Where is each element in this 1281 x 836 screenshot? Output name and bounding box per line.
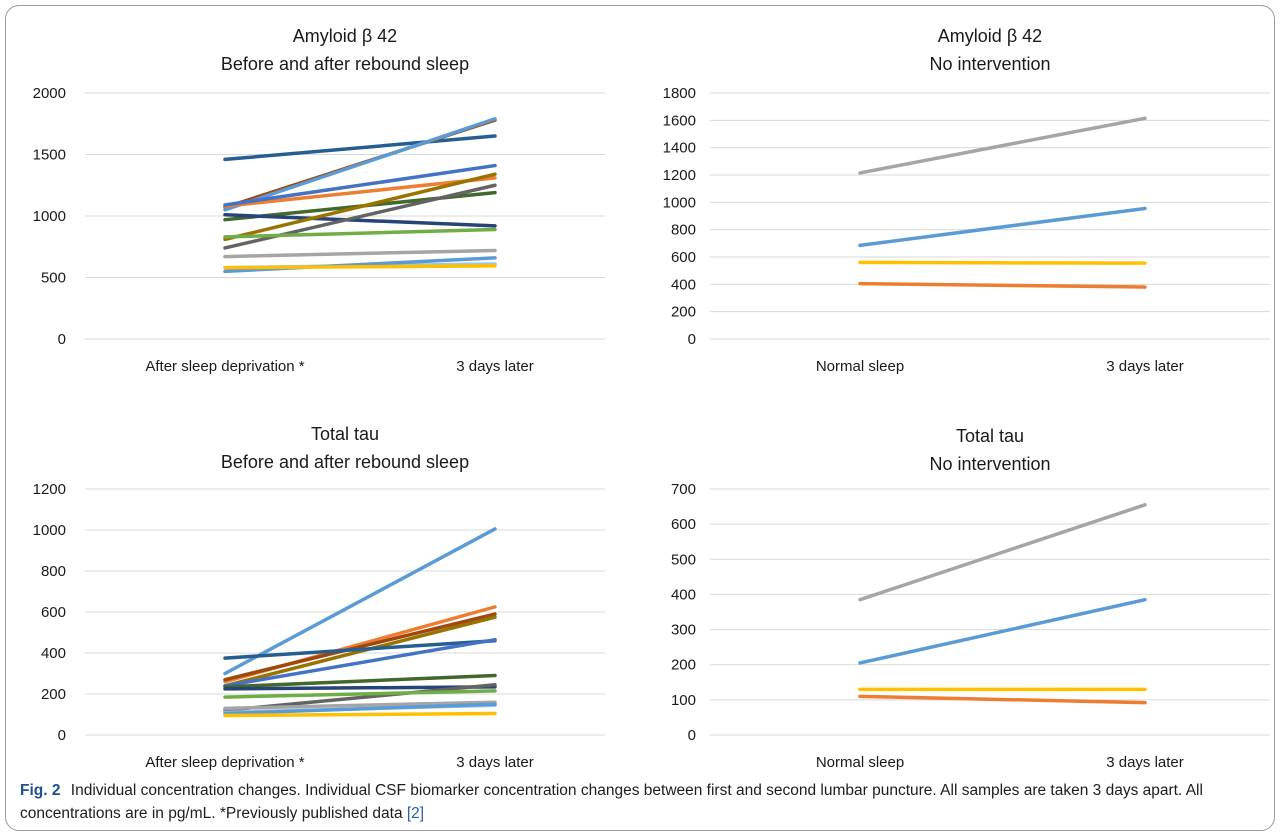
y-tick-label: 500 (41, 270, 66, 287)
y-tick-label: 1600 (663, 112, 696, 129)
series-line (223, 227, 497, 239)
chart-title: Total tau (311, 424, 379, 444)
x-category-label: 3 days later (1106, 754, 1184, 771)
chart-amyloid-no-intervention: Amyloid β 42 No intervention 0 200 400 600 800… (663, 26, 1270, 375)
y-tick-label: 100 (671, 692, 696, 709)
series-line (223, 163, 497, 207)
series-line (223, 700, 497, 711)
series-line (223, 673, 497, 689)
figure-label: Fig. 2 (20, 782, 61, 799)
y-tick-label: 1400 (663, 140, 696, 157)
series-line (223, 172, 497, 242)
y-tick-label: 200 (41, 686, 66, 703)
y-tick-label: 300 (671, 622, 696, 639)
series-line (858, 503, 1147, 602)
series-line (858, 116, 1147, 175)
chart-subtitle: No intervention (929, 54, 1050, 74)
series-line (223, 183, 497, 250)
chart-subtitle: Before and after rebound sleep (221, 54, 469, 74)
x-category-label: 3 days later (456, 358, 534, 375)
x-category-label: After sleep deprivation * (145, 358, 304, 375)
y-tick-label: 400 (671, 276, 696, 293)
y-tick-label: 600 (671, 516, 696, 533)
x-category-label: 3 days later (1106, 358, 1184, 375)
y-tick-label: 1000 (663, 194, 696, 211)
caption-text: Individual concentration changes. Indivi… (20, 782, 1203, 822)
y-tick-label: 1200 (663, 167, 696, 184)
series-line (223, 213, 497, 228)
y-tick-label: 600 (41, 604, 66, 621)
series-line (223, 637, 497, 688)
y-tick-label: 400 (671, 586, 696, 603)
series-line (223, 176, 497, 208)
figure-frame (5, 5, 1275, 831)
series-line (223, 264, 497, 270)
series-line (858, 260, 1147, 265)
series-line (858, 694, 1147, 705)
y-tick-label: 400 (41, 645, 66, 662)
y-tick-label: 1000 (33, 208, 66, 225)
chart-title: Amyloid β 42 (293, 26, 397, 46)
y-tick-label: 200 (671, 657, 696, 674)
y-tick-label: 800 (41, 563, 66, 580)
y-tick-label: 1000 (33, 522, 66, 539)
series-line (858, 281, 1147, 289)
y-tick-label: 600 (671, 249, 696, 266)
y-tick-label: 0 (58, 727, 66, 744)
series-line (223, 134, 497, 162)
x-category-label: Normal sleep (816, 358, 904, 375)
series-line (223, 638, 497, 660)
series-line (223, 527, 497, 676)
series-line (223, 117, 497, 212)
series-line (223, 612, 497, 682)
chart-title: Total tau (956, 426, 1024, 446)
series-line (223, 689, 497, 699)
series-line (858, 597, 1147, 665)
chart-tau-no-intervention: Total tau No intervention 0 100 200 300 400 500… (671, 426, 1270, 771)
reference-link[interactable]: [2] (406, 805, 425, 822)
y-tick-label: 0 (58, 331, 66, 348)
x-category-label: Normal sleep (816, 754, 904, 771)
chart-tau-rebound: Total tau Before and after rebound sleep 0… (33, 424, 605, 771)
series-line (223, 685, 497, 691)
chart-title: Amyloid β 42 (938, 26, 1042, 46)
y-tick-label: 2000 (33, 85, 66, 102)
y-tick-label: 500 (671, 551, 696, 568)
figure-caption: Fig. 2 Individual concentration changes.… (20, 779, 1260, 825)
series-line (858, 206, 1147, 248)
y-tick-label: 1500 (33, 147, 66, 164)
y-tick-label: 800 (671, 222, 696, 239)
y-tick-label: 0 (688, 331, 696, 348)
y-tick-label: 1800 (663, 85, 696, 102)
x-category-label: 3 days later (456, 754, 534, 771)
series-line (223, 248, 497, 259)
chart-subtitle: Before and after rebound sleep (221, 452, 469, 472)
chart-subtitle: No intervention (929, 454, 1050, 474)
series-line (223, 711, 497, 718)
series-line (223, 615, 497, 688)
y-tick-label: 0 (688, 727, 696, 744)
y-tick-label: 700 (671, 481, 696, 498)
chart-amyloid-rebound: Amyloid β 42 Before and after rebound sle… (33, 26, 605, 375)
y-tick-label: 1200 (33, 481, 66, 498)
y-tick-label: 200 (671, 304, 696, 321)
x-category-label: After sleep deprivation * (145, 754, 304, 771)
series-line (223, 702, 497, 716)
